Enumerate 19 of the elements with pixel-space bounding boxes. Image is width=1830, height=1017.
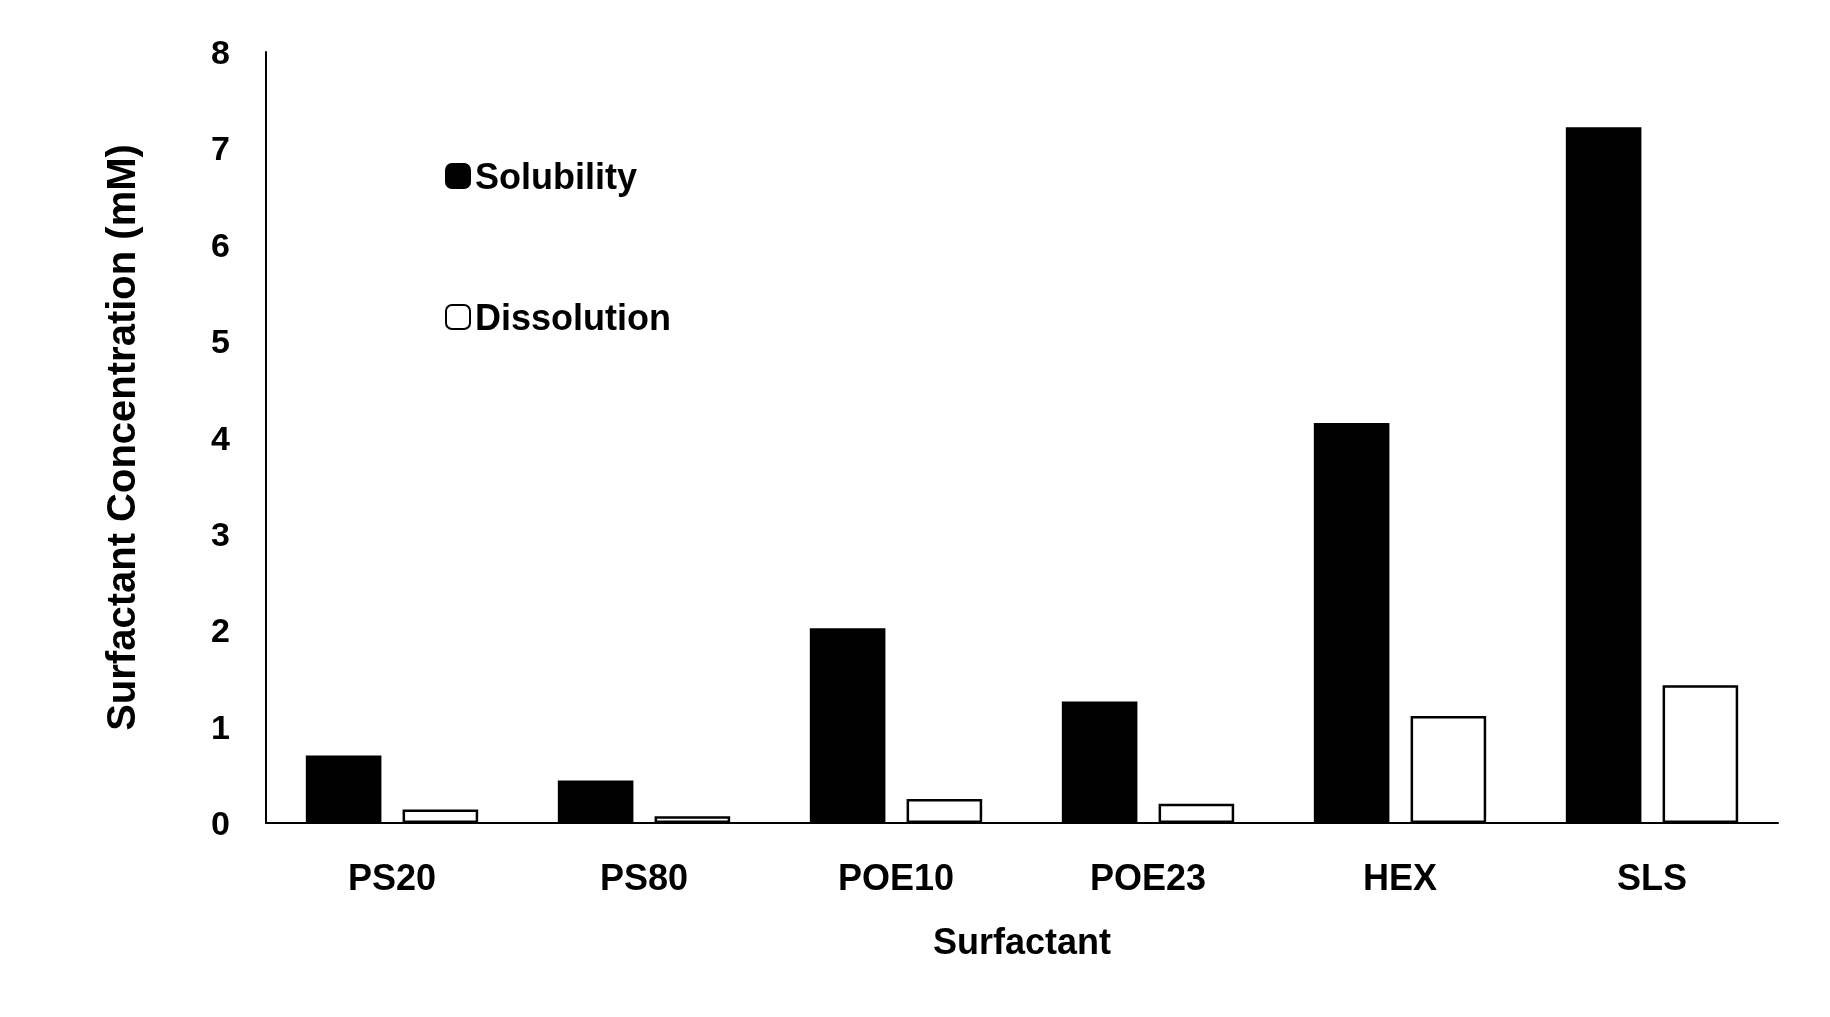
y-tick-label: 4 (211, 418, 231, 457)
x-tick-label: PS20 (347, 856, 437, 898)
y-tick-label: 1 (211, 707, 230, 746)
x-tick-label: POE23 (1089, 856, 1207, 898)
y-axis-title: Surfactant Concentration (mM) (99, 144, 143, 731)
x-tick-label: SLS (1616, 856, 1688, 898)
y-tick-label: 5 (211, 322, 230, 361)
y-tick-label: 2 (211, 611, 230, 650)
y-tick-label: 8 (211, 33, 230, 71)
y-tick-label: 6 (211, 225, 230, 264)
legend-label: Solubility (475, 155, 637, 197)
y-tick-label: 0 (211, 804, 230, 842)
legend-label: Dissolution (475, 296, 671, 338)
x-tick-label: POE10 (837, 856, 955, 898)
x-tick-label: HEX (1362, 856, 1438, 898)
y-tick-label: 7 (211, 129, 230, 168)
x-tick-label: PS80 (599, 856, 689, 898)
y-tick-label: 3 (211, 514, 230, 553)
x-axis-title: Surfactant (932, 920, 1112, 962)
